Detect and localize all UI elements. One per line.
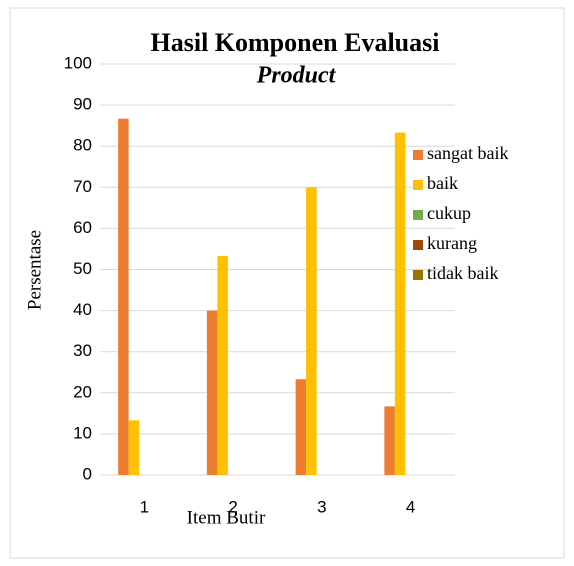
y-tick-label: 70: [73, 177, 92, 196]
legend-label: cukup: [427, 203, 471, 223]
x-tick-label: 4: [406, 497, 415, 516]
legend-swatch: [413, 180, 423, 190]
y-tick-label: 10: [73, 423, 92, 442]
x-tick-label: 3: [317, 497, 326, 516]
chart-frame: [9, 7, 565, 559]
y-tick-label: 40: [73, 300, 92, 319]
y-tick-label: 30: [73, 341, 92, 360]
y-tick-label: 90: [73, 95, 92, 114]
bar: [206, 310, 218, 475]
x-tick-label: 2: [228, 497, 237, 516]
chart-subtitle: Product: [256, 63, 337, 89]
y-tick-label: 100: [64, 53, 92, 72]
bar: [295, 379, 307, 475]
bar: [118, 118, 129, 476]
chart-title: Hasil Komponen Evaluasi: [151, 28, 440, 57]
legend-label: sangat baik: [427, 143, 508, 163]
x-axis-title: Item Butir: [187, 507, 266, 528]
bar: [384, 406, 395, 475]
legend-label: baik: [427, 173, 458, 193]
legend-label: kurang: [427, 233, 477, 253]
y-tick-label: 60: [73, 218, 92, 237]
bar: [217, 255, 228, 475]
legend-label: tidak baik: [427, 263, 498, 283]
bar: [128, 420, 140, 475]
legend-swatch: [413, 270, 423, 280]
bar: [394, 132, 406, 475]
legend-swatch: [413, 210, 423, 220]
x-tick-label: 1: [140, 497, 149, 516]
y-tick-label: 20: [73, 382, 92, 401]
y-axis-title: Persentase: [24, 230, 45, 310]
y-tick-label: 0: [83, 464, 92, 483]
y-tick-label: 80: [73, 136, 92, 155]
legend-swatch: [413, 150, 423, 160]
y-tick-label: 50: [73, 259, 92, 278]
legend-swatch: [413, 240, 423, 250]
bar: [306, 187, 317, 476]
